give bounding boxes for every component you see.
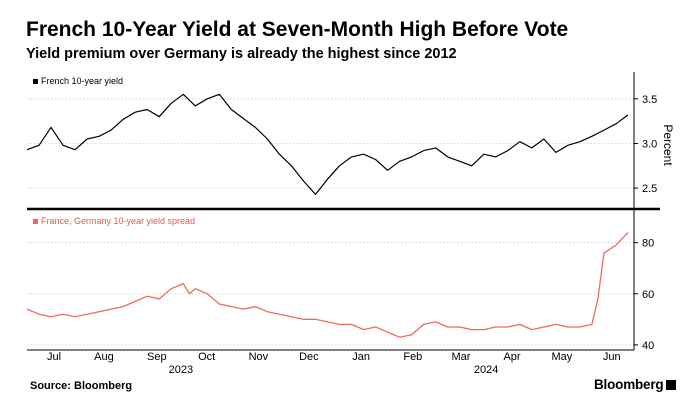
spread-ytick-label: 80 bbox=[642, 238, 654, 250]
spread-legend-swatch bbox=[33, 219, 38, 224]
bloomberg-logo: Bloomberg bbox=[594, 377, 676, 392]
spread-ytick-label: 40 bbox=[642, 340, 654, 352]
month-label: Feb bbox=[403, 351, 422, 363]
month-label: Jun bbox=[603, 351, 621, 363]
month-label: Sep bbox=[147, 351, 167, 363]
brand-text: Bloomberg bbox=[594, 377, 663, 392]
spread-legend-label: France, Germany 10-year yield spread bbox=[41, 216, 195, 226]
yield-ytick-label: 2.5 bbox=[642, 183, 657, 195]
spread-ytick-label: 60 bbox=[642, 289, 654, 301]
spread-series-line bbox=[27, 232, 628, 337]
chart-svg: 2.5 3.0 3.5 French 10-year yield 40 60 80 Franc… bbox=[0, 0, 700, 416]
month-label: Jan bbox=[352, 351, 370, 363]
bloomberg-mark-icon bbox=[666, 380, 676, 390]
month-label: Aug bbox=[94, 351, 114, 363]
year-label: 2024 bbox=[474, 364, 498, 376]
yield-legend-swatch bbox=[33, 79, 38, 84]
month-label: Oct bbox=[198, 351, 215, 363]
month-label: Nov bbox=[249, 351, 269, 363]
yield-ylabel: Percent bbox=[661, 124, 675, 166]
yield-series-line bbox=[27, 94, 628, 194]
month-label: Apr bbox=[503, 351, 520, 363]
yield-ytick-label: 3.5 bbox=[642, 94, 657, 106]
yield-ytick-label: 3.0 bbox=[642, 138, 657, 150]
month-label: Mar bbox=[451, 351, 470, 363]
source-note: Source: Bloomberg bbox=[30, 380, 132, 392]
yield-legend-label: French 10-year yield bbox=[41, 76, 123, 86]
month-label: Dec bbox=[299, 351, 319, 363]
year-label: 2023 bbox=[169, 364, 193, 376]
month-label: Jul bbox=[47, 351, 61, 363]
month-label: May bbox=[551, 351, 572, 363]
